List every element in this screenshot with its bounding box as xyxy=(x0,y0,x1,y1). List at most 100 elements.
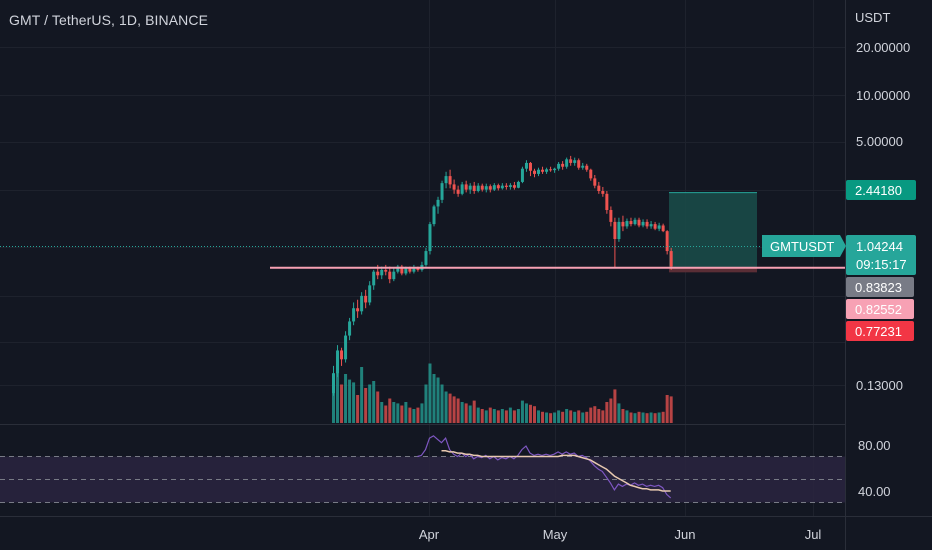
candle-body xyxy=(585,165,589,170)
candle-body xyxy=(416,268,420,270)
volume-bar xyxy=(408,407,412,423)
candle-body xyxy=(589,169,593,179)
candle-body xyxy=(520,168,524,182)
volume-bar xyxy=(400,405,404,423)
stop-zone xyxy=(669,267,757,273)
volume-bar xyxy=(613,389,617,423)
gray-price-value: 0.83823 xyxy=(855,280,902,295)
last-price-value: 1.04244 xyxy=(856,239,903,254)
trade-setup-zones xyxy=(669,192,757,273)
candle-body xyxy=(657,225,661,229)
price-tick: 10.00000 xyxy=(856,88,910,103)
volume-bar xyxy=(424,384,428,423)
candle-body xyxy=(637,219,641,226)
candle-body xyxy=(653,224,657,229)
volume-bar xyxy=(653,413,657,423)
volume-bar xyxy=(492,409,496,423)
volume-bar xyxy=(504,410,508,423)
candle-body xyxy=(569,159,573,163)
volume-bar xyxy=(577,410,581,423)
volume-bar xyxy=(348,379,352,423)
candle-body xyxy=(432,206,436,225)
volume-bar xyxy=(641,412,645,423)
volume-bar xyxy=(524,403,528,423)
time-tick: Jun xyxy=(675,527,696,542)
volume-bar xyxy=(661,411,665,423)
candle-body xyxy=(388,271,392,280)
volume-bar xyxy=(541,411,545,423)
candle-body xyxy=(665,231,669,252)
volume-bar xyxy=(440,384,444,423)
volume-bar xyxy=(669,396,673,423)
candle-body xyxy=(360,295,364,312)
candle-body xyxy=(524,162,528,169)
rsi-pane xyxy=(0,435,845,503)
volume-bar xyxy=(605,402,609,423)
pink-price-value: 0.82552 xyxy=(855,302,902,317)
candle-body xyxy=(508,185,512,187)
candle-body xyxy=(376,271,380,276)
candle-body xyxy=(408,268,412,272)
volume-bar xyxy=(388,398,392,423)
volume-bar xyxy=(368,384,372,423)
volume-bar xyxy=(436,377,440,423)
volume-bar xyxy=(637,411,641,423)
candle-body xyxy=(553,168,557,171)
candle-body xyxy=(504,185,508,187)
candle-body xyxy=(472,185,476,191)
volume-bar xyxy=(621,409,625,423)
candle-body xyxy=(460,184,464,194)
target-price-value: 2.44180 xyxy=(855,183,902,198)
candle-body xyxy=(512,185,516,188)
candle-body xyxy=(476,185,480,191)
volume-bar xyxy=(416,407,420,423)
rsi-tick: 80.00 xyxy=(858,438,891,453)
last-price-countdown: 09:15:17 xyxy=(856,257,907,272)
candle-body xyxy=(516,181,520,188)
grid-lines xyxy=(0,0,845,516)
candle-body xyxy=(348,321,352,336)
volume-bar xyxy=(380,402,384,423)
volume-bar xyxy=(597,409,601,423)
candle-body xyxy=(528,162,532,171)
candle-body xyxy=(436,199,440,207)
volume-bar xyxy=(537,410,541,423)
volume-bar xyxy=(340,384,344,423)
gray-price-badge: 0.83823 xyxy=(846,277,914,297)
volume-bar xyxy=(432,374,436,423)
candle-body xyxy=(452,184,456,190)
candle-body xyxy=(372,271,376,286)
volume-bar xyxy=(533,406,536,423)
target-zone xyxy=(669,192,757,268)
candle-body xyxy=(621,221,625,227)
volume-bar xyxy=(561,411,565,423)
candle-body xyxy=(364,295,368,303)
volume-bar xyxy=(581,412,585,423)
volume-bar xyxy=(516,409,520,423)
candle-body xyxy=(468,185,472,190)
volume-bar xyxy=(617,403,621,423)
candle-body xyxy=(444,176,448,184)
candle-body xyxy=(581,165,585,168)
volume-bar xyxy=(332,391,335,423)
volume-bar xyxy=(412,409,416,423)
volume-bar xyxy=(460,402,464,423)
candle-body xyxy=(565,159,569,167)
volume-bar xyxy=(665,395,669,423)
volume-bar xyxy=(480,409,484,423)
candle-body xyxy=(464,184,468,190)
volume-bar xyxy=(384,405,388,423)
candle-body xyxy=(561,163,565,167)
red-price-badge: 0.77231 xyxy=(846,321,914,341)
volume-bar xyxy=(657,412,661,423)
volume-bar xyxy=(488,407,492,423)
volume-bar xyxy=(585,411,589,423)
candle-body xyxy=(641,221,645,226)
candle-body xyxy=(597,185,601,191)
volume-bar xyxy=(356,395,360,423)
volume-bar xyxy=(545,412,549,423)
volume-bar xyxy=(476,407,480,423)
candle-body xyxy=(396,266,400,272)
